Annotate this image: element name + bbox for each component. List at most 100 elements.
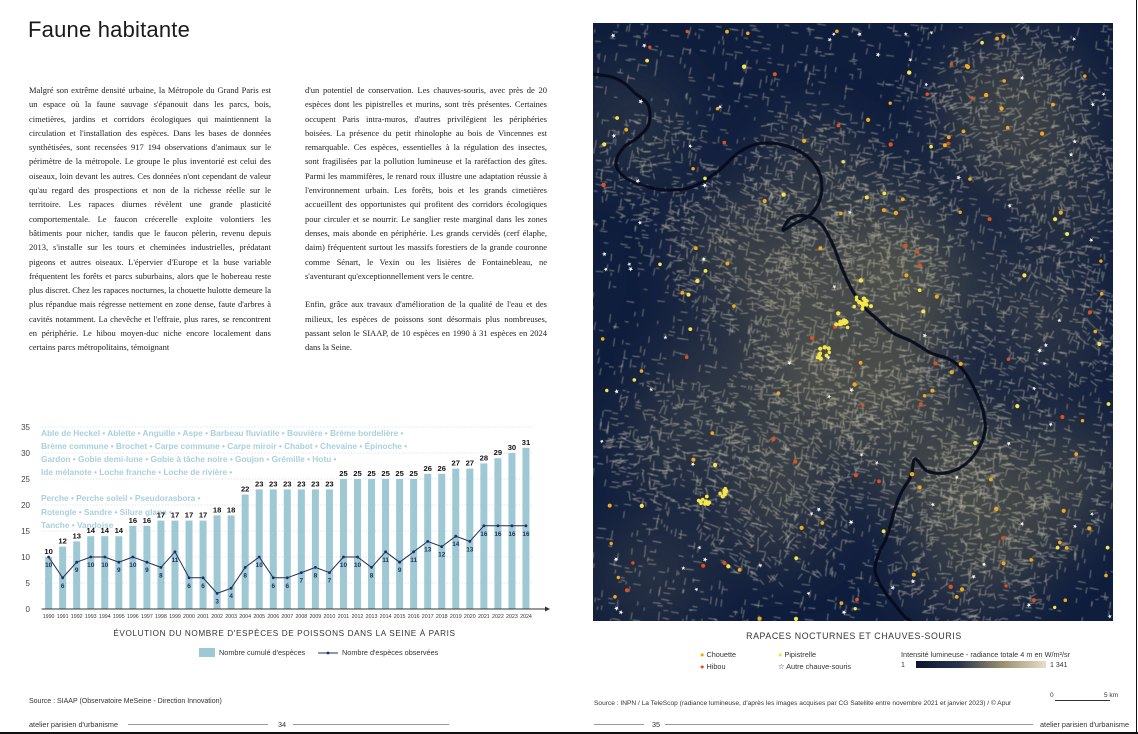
- svg-text:17: 17: [157, 511, 165, 520]
- svg-text:30: 30: [21, 449, 30, 458]
- svg-text:14: 14: [87, 526, 96, 535]
- svg-text:2000: 2000: [183, 614, 195, 620]
- svg-text:2023: 2023: [506, 614, 518, 620]
- svg-text:1993: 1993: [85, 614, 97, 620]
- svg-text:2001: 2001: [197, 614, 209, 620]
- svg-text:26: 26: [423, 464, 431, 473]
- svg-text:9: 9: [145, 567, 149, 574]
- svg-text:16: 16: [480, 531, 488, 538]
- svg-text:2003: 2003: [225, 614, 237, 620]
- svg-text:10: 10: [101, 562, 109, 569]
- svg-text:13: 13: [424, 546, 432, 553]
- svg-text:28: 28: [480, 453, 488, 462]
- svg-text:2007: 2007: [281, 614, 293, 620]
- svg-text:17: 17: [171, 511, 179, 520]
- svg-text:29: 29: [494, 448, 502, 457]
- svg-text:11: 11: [410, 557, 417, 564]
- svg-text:1991: 1991: [57, 614, 69, 620]
- svg-text:25: 25: [353, 469, 362, 478]
- svg-text:14: 14: [101, 526, 110, 535]
- svg-text:7: 7: [328, 578, 332, 585]
- svg-text:13: 13: [72, 531, 80, 540]
- svg-text:8: 8: [314, 572, 318, 579]
- svg-text:2010: 2010: [324, 614, 336, 620]
- svg-text:2024: 2024: [520, 614, 532, 620]
- svg-text:2002: 2002: [211, 614, 223, 620]
- svg-text:2011: 2011: [338, 614, 349, 620]
- svg-text:2015: 2015: [394, 614, 406, 620]
- svg-text:23: 23: [325, 479, 333, 488]
- svg-text:8: 8: [159, 572, 163, 579]
- svg-text:5: 5: [26, 579, 31, 588]
- svg-text:10: 10: [256, 562, 264, 569]
- svg-text:6: 6: [271, 583, 275, 590]
- svg-text:16: 16: [494, 531, 502, 538]
- svg-text:10: 10: [340, 562, 348, 569]
- svg-text:25: 25: [395, 469, 404, 478]
- svg-text:11: 11: [382, 557, 389, 564]
- svg-text:8: 8: [243, 572, 247, 579]
- svg-text:23: 23: [311, 479, 319, 488]
- svg-text:1990: 1990: [43, 614, 55, 620]
- svg-text:2020: 2020: [464, 614, 476, 620]
- svg-text:26: 26: [438, 464, 446, 473]
- svg-text:9: 9: [75, 567, 79, 574]
- svg-text:25: 25: [367, 469, 376, 478]
- svg-text:23: 23: [269, 479, 277, 488]
- svg-text:16: 16: [508, 531, 516, 538]
- svg-text:10: 10: [354, 562, 362, 569]
- svg-text:2006: 2006: [267, 614, 279, 620]
- svg-text:15: 15: [21, 527, 30, 536]
- svg-text:17: 17: [185, 511, 193, 520]
- svg-text:0: 0: [26, 605, 31, 614]
- svg-text:23: 23: [283, 479, 291, 488]
- svg-text:31: 31: [522, 438, 531, 447]
- svg-text:10: 10: [129, 562, 137, 569]
- svg-text:9: 9: [117, 567, 121, 574]
- svg-text:9: 9: [398, 567, 402, 574]
- svg-text:2009: 2009: [309, 614, 321, 620]
- svg-text:10: 10: [21, 553, 30, 562]
- svg-text:20: 20: [21, 501, 30, 510]
- svg-text:16: 16: [129, 516, 137, 525]
- svg-text:11: 11: [172, 557, 179, 564]
- svg-text:25: 25: [339, 469, 348, 478]
- svg-text:3: 3: [215, 598, 219, 605]
- svg-text:23: 23: [255, 479, 263, 488]
- svg-text:8: 8: [370, 572, 374, 579]
- svg-text:2014: 2014: [380, 614, 392, 620]
- svg-text:6: 6: [61, 583, 65, 590]
- svg-text:25: 25: [409, 469, 418, 478]
- svg-text:13: 13: [466, 546, 474, 553]
- svg-text:1995: 1995: [113, 614, 125, 620]
- svg-text:2021: 2021: [478, 614, 490, 620]
- svg-text:1998: 1998: [155, 614, 167, 620]
- svg-text:23: 23: [297, 479, 305, 488]
- svg-text:25: 25: [381, 469, 390, 478]
- svg-text:1994: 1994: [99, 614, 111, 620]
- svg-text:2016: 2016: [408, 614, 420, 620]
- svg-text:7: 7: [300, 578, 304, 585]
- svg-text:14: 14: [452, 541, 460, 548]
- svg-text:27: 27: [452, 459, 460, 468]
- svg-text:1997: 1997: [141, 614, 153, 620]
- svg-text:22: 22: [241, 485, 249, 494]
- svg-text:2013: 2013: [366, 614, 378, 620]
- svg-text:2018: 2018: [436, 614, 448, 620]
- svg-text:14: 14: [115, 526, 124, 535]
- svg-text:1992: 1992: [71, 614, 83, 620]
- svg-text:2022: 2022: [492, 614, 504, 620]
- svg-text:6: 6: [187, 583, 191, 590]
- svg-text:10: 10: [44, 547, 52, 556]
- svg-text:12: 12: [58, 537, 66, 546]
- svg-text:17: 17: [199, 511, 207, 520]
- svg-text:27: 27: [466, 459, 474, 468]
- svg-text:30: 30: [508, 443, 516, 452]
- svg-text:35: 35: [21, 423, 30, 432]
- svg-text:2004: 2004: [239, 614, 251, 620]
- svg-text:2008: 2008: [295, 614, 307, 620]
- svg-text:12: 12: [438, 552, 446, 559]
- svg-text:25: 25: [21, 475, 30, 484]
- svg-text:1999: 1999: [169, 614, 181, 620]
- svg-text:2019: 2019: [450, 614, 462, 620]
